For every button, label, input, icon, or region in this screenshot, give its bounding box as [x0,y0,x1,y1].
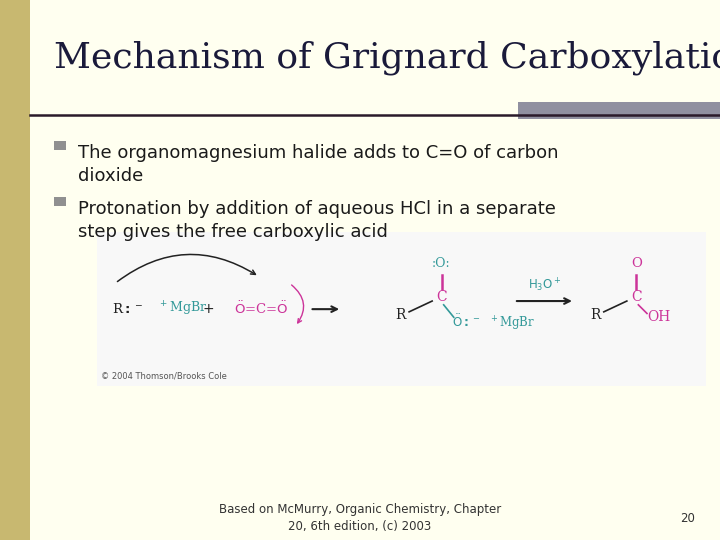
Text: 20: 20 [680,512,695,525]
Text: $\ddot{\rm O}$$\mathbf{:}^-$  $^+$MgBr: $\ddot{\rm O}$$\mathbf{:}^-$ $^+$MgBr [452,313,535,333]
Text: dioxide: dioxide [78,167,143,185]
Text: $\ddot{\rm O}$=C=$\ddot{\rm O}$: $\ddot{\rm O}$=C=$\ddot{\rm O}$ [234,301,289,318]
Bar [97,232,706,386]
Text: The organomagnesium halide adds to C=O of carbon: The organomagnesium halide adds to C=O o… [78,144,558,162]
Bar [54,141,66,150]
Text: Mechanism of Grignard Carboxylation: Mechanism of Grignard Carboxylation [54,40,720,75]
Bar [0,0,30,540]
Text: step gives the free carboxylic acid: step gives the free carboxylic acid [78,223,387,241]
Bar [518,102,720,119]
Text: Protonation by addition of aqueous HCl in a separate: Protonation by addition of aqueous HCl i… [78,200,556,218]
Text: :O:: :O: [432,256,451,270]
Text: C: C [631,291,642,304]
FancyArrowPatch shape [292,285,304,323]
Text: H$_3$O$^+$: H$_3$O$^+$ [528,276,561,294]
Text: R: R [395,308,405,321]
Text: O: O [631,256,642,270]
Text: OH: OH [647,310,670,324]
Bar [54,197,66,206]
Text: © 2004 Thomson/Brooks Cole: © 2004 Thomson/Brooks Cole [101,372,227,381]
Text: R$\mathbf{:}^-$: R$\mathbf{:}^-$ [112,302,143,316]
Text: C: C [436,291,447,304]
Text: R: R [590,308,600,321]
Text: +: + [203,302,215,316]
Text: $^+$MgBr: $^+$MgBr [158,300,207,318]
FancyArrowPatch shape [117,254,256,281]
Text: Based on McMurry, Organic Chemistry, Chapter
20, 6th edition, (c) 2003: Based on McMurry, Organic Chemistry, Cha… [219,503,501,534]
